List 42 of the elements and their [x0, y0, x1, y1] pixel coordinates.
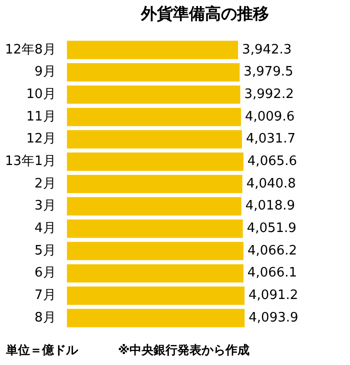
y-tick-label: 7月 [34, 288, 56, 304]
y-tick-label: 9月 [34, 64, 56, 80]
bar [66, 152, 244, 171]
bar [66, 308, 245, 328]
data-label: 4,031.7 [246, 132, 296, 147]
bar [66, 40, 238, 60]
bar [66, 130, 242, 148]
y-tick-label: 3月 [34, 198, 56, 214]
bar [66, 264, 244, 283]
bar [66, 286, 245, 305]
data-label: 4,065.6 [247, 154, 298, 170]
bar [66, 85, 240, 104]
data-label: 4,018.9 [245, 198, 296, 214]
y-tick-label: 6月 [34, 266, 56, 281]
y-tick-label: 13年1月 [4, 154, 56, 170]
y-tick-label: 2月 [34, 176, 56, 192]
data-label: 3,942.3 [242, 42, 292, 58]
y-tick-label: 5月 [34, 243, 56, 258]
text: 単位＝億ドル [6, 342, 78, 359]
bar [66, 108, 241, 126]
y-tick-label: 12年8月 [4, 42, 56, 58]
y-tick-label: 4月 [34, 221, 56, 236]
data-label: 4,040.8 [246, 176, 296, 192]
data-label: 3,979.5 [244, 64, 294, 80]
text: ※中央銀行発表から作成 [118, 342, 250, 359]
data-label: 3,992.2 [244, 87, 294, 102]
bar [66, 197, 242, 216]
bar [66, 63, 240, 82]
y-tick-label: 8月 [34, 310, 56, 326]
data-label: 4,091.2 [248, 288, 298, 304]
y-tick-label: 11月 [26, 109, 56, 124]
data-label: 4,066.2 [247, 243, 298, 258]
bar [66, 220, 243, 238]
data-label: 4,066.1 [247, 266, 298, 281]
bar [66, 242, 244, 260]
data-label: 4,093.9 [248, 310, 298, 326]
chart-title: 外貨準備高の推移 [140, 3, 270, 25]
y-tick-label: 10月 [26, 87, 56, 102]
bar [66, 174, 242, 194]
data-label: 4,051.9 [246, 221, 296, 236]
y-tick-label: 12月 [26, 132, 56, 147]
data-label: 4,009.6 [244, 109, 295, 124]
